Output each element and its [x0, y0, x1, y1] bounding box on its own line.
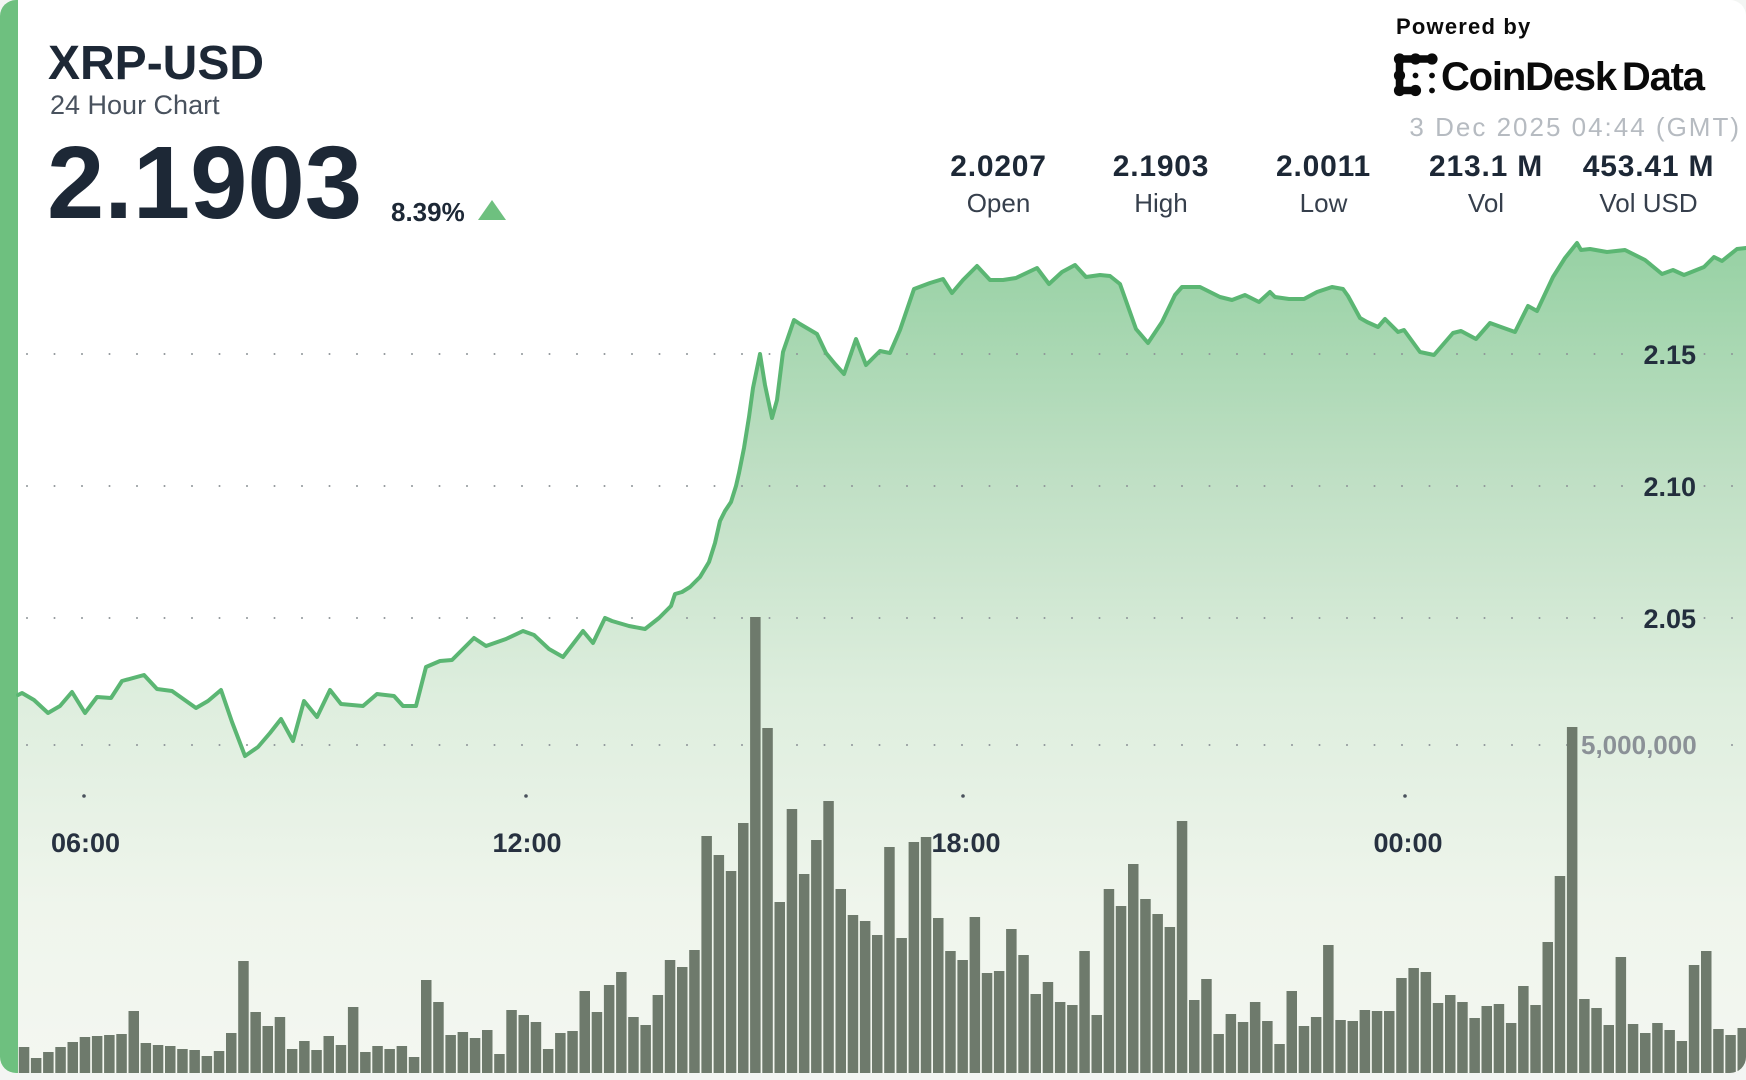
svg-text:06:00: 06:00	[51, 828, 120, 858]
svg-text:18:00: 18:00	[931, 828, 1000, 858]
svg-text:2.05: 2.05	[1643, 604, 1696, 634]
svg-text:00:00: 00:00	[1373, 828, 1442, 858]
svg-text:12:00: 12:00	[492, 828, 561, 858]
svg-text:5,000,000: 5,000,000	[1581, 730, 1697, 760]
svg-text:2.15: 2.15	[1643, 340, 1696, 370]
svg-text:2.10: 2.10	[1643, 472, 1696, 502]
